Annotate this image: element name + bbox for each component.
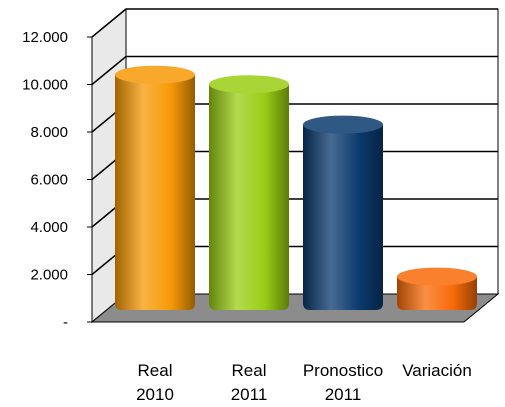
- x-axis-labels: Real 2010 Real 2011 Pronostico 2011 Variación: [136, 361, 472, 404]
- y-tick-label: 4.000: [30, 219, 68, 236]
- y-tick-label: 6.000: [30, 172, 68, 189]
- x-tick-label: 2011: [325, 385, 362, 404]
- bar: [397, 267, 477, 310]
- y-tick-label: 12.000: [22, 29, 68, 46]
- bar-cap: [303, 115, 383, 134]
- y-tick-label: 2.000: [30, 267, 68, 284]
- bar-cap: [209, 75, 289, 94]
- x-category-label: Variación: [402, 361, 472, 380]
- x-category-label: Real 2011: [231, 361, 268, 404]
- bar: [209, 75, 289, 310]
- y-tick-label: 8.000: [30, 124, 68, 141]
- x-tick-label: Real: [138, 361, 173, 380]
- bar: [115, 65, 195, 310]
- gridline-side: [91, 55, 127, 86]
- x-tick-label: Pronostico: [303, 361, 383, 380]
- bar-body: [303, 124, 383, 310]
- x-tick-label: Real: [232, 361, 267, 380]
- y-axis: - 2.000 4.000 6.000 8.000 10.000 12.000: [22, 29, 93, 331]
- x-category-label: Real 2010: [136, 361, 174, 404]
- x-category-label: Pronostico 2011: [303, 361, 383, 404]
- gridline-side: [91, 8, 127, 38]
- x-tick-label: 2010: [136, 385, 174, 404]
- bar: [303, 115, 383, 310]
- x-tick-label: Variación: [402, 361, 472, 380]
- x-tick-label: 2011: [231, 385, 268, 404]
- bar-cap: [115, 65, 195, 84]
- bars: [115, 65, 477, 310]
- y-tick-label: -: [63, 314, 68, 331]
- bar-body: [209, 84, 289, 310]
- bar-body: [397, 276, 477, 310]
- bar-body: [115, 74, 195, 310]
- bar-cap: [397, 267, 477, 286]
- y-tick-label: 10.000: [22, 77, 68, 94]
